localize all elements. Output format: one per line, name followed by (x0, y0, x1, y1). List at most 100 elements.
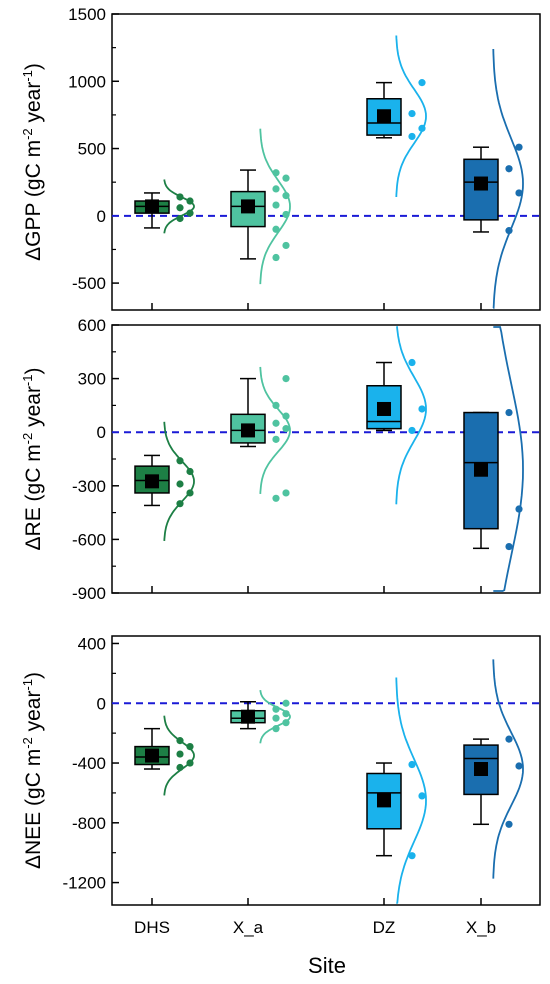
box-DHS (134, 715, 195, 796)
y-tick-label: 600 (78, 316, 106, 335)
density-curve (163, 715, 195, 796)
data-point (505, 165, 513, 173)
data-point (176, 480, 184, 488)
data-point (408, 852, 416, 860)
density-curve (259, 366, 291, 494)
y-tick-label: 0 (97, 207, 106, 226)
mean-marker (241, 709, 255, 724)
data-point (272, 714, 280, 722)
data-point (505, 408, 513, 417)
box-DZ (366, 677, 427, 904)
x-tick-label: DHS (134, 918, 170, 937)
plot-frame (111, 635, 541, 906)
y-tick-label: 0 (97, 694, 106, 713)
mean-marker (474, 176, 488, 191)
mean-marker (145, 474, 159, 489)
y-tick-label: -400 (72, 754, 106, 773)
box-X_b (463, 48, 524, 309)
box-X_a (230, 366, 291, 502)
data-point (176, 457, 184, 465)
data-point (272, 253, 280, 262)
density-curve (395, 326, 427, 505)
mean-marker (241, 199, 255, 214)
box-X_b (463, 326, 524, 592)
mean-marker (377, 401, 391, 416)
data-point (282, 425, 290, 433)
data-point (418, 792, 426, 800)
data-point (408, 109, 416, 118)
y-tick-label: -800 (72, 814, 106, 833)
data-point (176, 750, 184, 758)
data-point (282, 699, 290, 707)
mean-marker (474, 462, 488, 477)
box-DHS (134, 179, 195, 234)
data-point (408, 760, 416, 769)
data-point (282, 375, 290, 383)
mean-marker (377, 109, 391, 124)
data-point (272, 225, 280, 233)
y-tick-label: 500 (78, 140, 106, 159)
data-point (418, 405, 426, 413)
y-tick-label: -600 (72, 530, 106, 549)
density-curve (492, 659, 524, 879)
data-point (282, 174, 290, 182)
mean-marker (145, 748, 159, 763)
data-point (272, 185, 280, 193)
y-tick-label: 400 (78, 634, 106, 653)
data-point (272, 201, 280, 209)
y-axis-title: ΔGPP (gC m-2 year-1) (20, 63, 45, 261)
data-point (505, 820, 513, 828)
y-tick-label: 1500 (68, 5, 106, 24)
y-tick-label: -900 (72, 584, 106, 603)
x-tick-label: DZ (373, 918, 396, 937)
data-point (505, 542, 513, 551)
mean-marker (145, 199, 159, 214)
y-axis-title: ΔRE (gC m-2 year-1) (20, 367, 45, 550)
panel-3: -1200 -800 -400 0 400 ΔNEE (gC m-2 year-1) DHS… (20, 634, 541, 937)
y-tick-label: 1000 (68, 72, 106, 91)
data-point (272, 494, 280, 502)
density-curve (395, 35, 427, 198)
density-curve (163, 421, 195, 541)
data-point (176, 204, 184, 212)
x-tick-label: X_b (466, 918, 496, 937)
box-X_a (230, 690, 291, 744)
x-axis-title: Site (308, 953, 346, 978)
data-point (272, 435, 280, 443)
data-point (408, 132, 416, 141)
panel-2: -900 -600 -300 0 300 600 ΔRE (gC m-2 year-1) (20, 316, 541, 603)
y-tick-label: 0 (97, 423, 106, 442)
box-X_a (230, 128, 291, 285)
y-tick-label: -300 (72, 477, 106, 496)
data-point (505, 735, 513, 743)
density-curve (493, 326, 524, 592)
data-point (282, 489, 290, 497)
data-point (515, 189, 523, 197)
density-curve (163, 179, 195, 234)
data-point (515, 762, 523, 770)
density-curve (259, 690, 291, 744)
x-tick-label: X_a (233, 918, 264, 937)
box-DHS (134, 421, 195, 541)
density-curve (492, 48, 524, 309)
box-X_b (463, 659, 524, 879)
box-DZ (366, 326, 427, 505)
data-point (408, 358, 416, 367)
data-point (282, 241, 290, 250)
data-point (186, 742, 194, 751)
density-curve (259, 128, 291, 285)
density-curve (395, 677, 427, 904)
plot-frame (111, 13, 541, 311)
mean-marker (241, 423, 255, 438)
panel-1: -500 0 500 1000 1500 ΔGPP (gC m-2 year-1) (20, 5, 541, 311)
y-tick-label: -1200 (63, 874, 106, 893)
mean-marker (377, 793, 391, 808)
y-tick-label: -500 (72, 274, 106, 293)
data-point (515, 143, 523, 151)
y-axis-title: ΔNEE (gC m-2 year-1) (20, 672, 45, 869)
data-point (418, 79, 426, 87)
data-point (408, 426, 416, 435)
y-tick-label: 300 (78, 370, 106, 389)
box-DZ (366, 35, 427, 198)
